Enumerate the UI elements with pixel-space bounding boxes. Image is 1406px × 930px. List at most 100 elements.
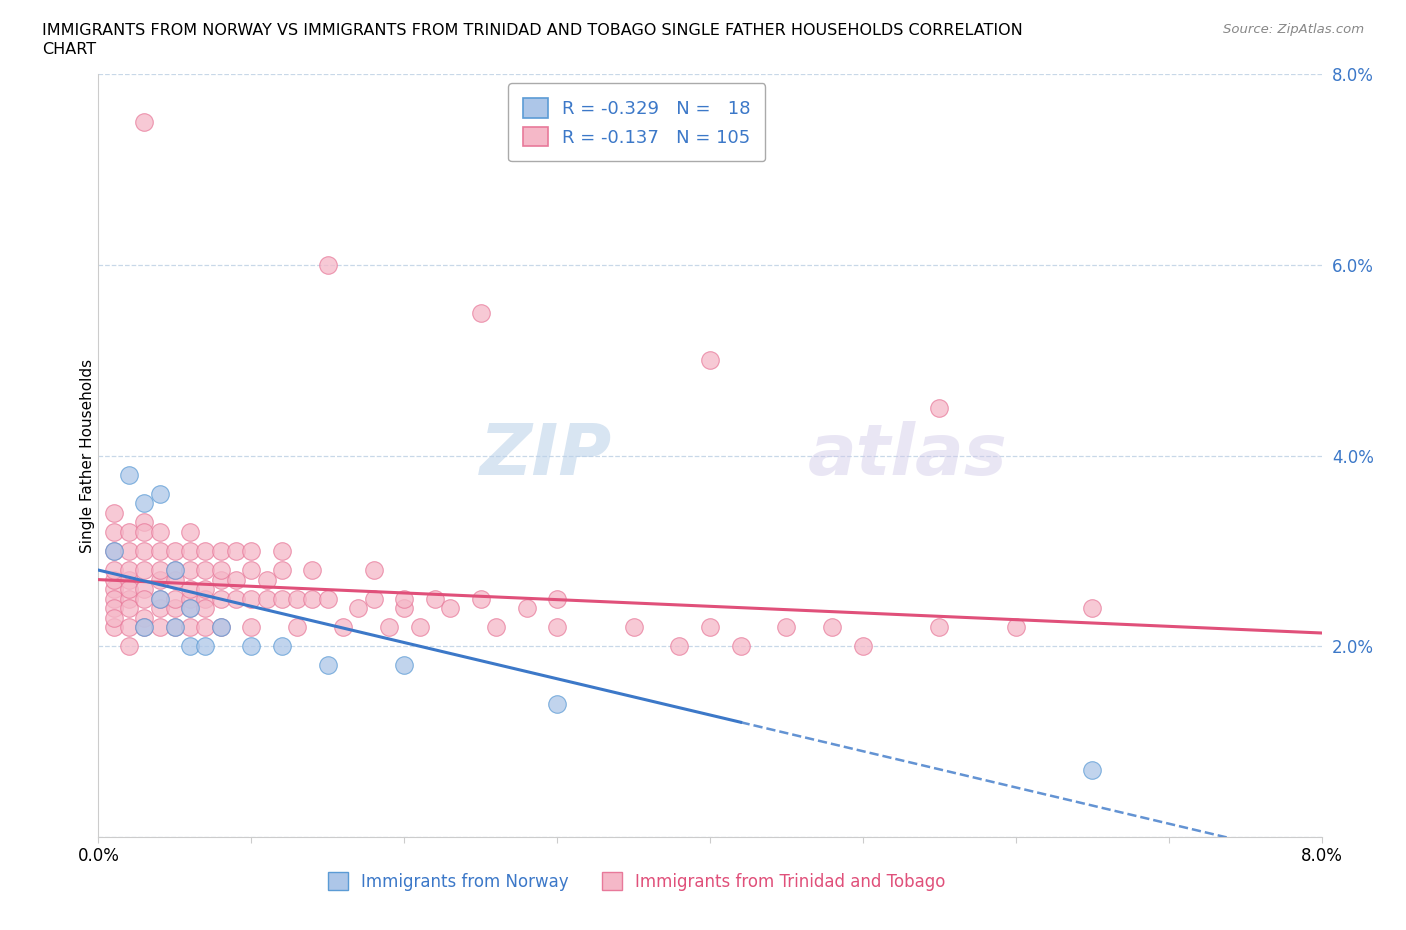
Point [408, 620, 430, 635]
Point [209, 620, 232, 635]
Point [118, 544, 141, 559]
Point [163, 563, 186, 578]
Y-axis label: Single Father Households: Single Father Households [80, 359, 94, 552]
Point [316, 658, 339, 673]
Point [149, 591, 172, 606]
Point [301, 563, 323, 578]
Point [546, 591, 568, 606]
Point [546, 620, 568, 635]
Point [270, 591, 294, 606]
Point [134, 591, 156, 606]
Point [392, 658, 416, 673]
Point [118, 572, 141, 587]
Point [209, 620, 232, 635]
Point [118, 468, 141, 483]
Point [225, 572, 247, 587]
Text: IMMIGRANTS FROM NORWAY VS IMMIGRANTS FROM TRINIDAD AND TOBAGO SINGLE FATHER HOUS: IMMIGRANTS FROM NORWAY VS IMMIGRANTS FRO… [42, 23, 1024, 38]
Point [225, 591, 247, 606]
Point [439, 601, 461, 616]
Point [163, 591, 186, 606]
Point [194, 582, 217, 597]
Point [775, 620, 797, 635]
Point [194, 544, 217, 559]
Point [194, 601, 217, 616]
Point [163, 544, 186, 559]
Point [103, 582, 125, 597]
Point [240, 620, 263, 635]
Point [103, 563, 125, 578]
Point [363, 591, 385, 606]
Point [209, 572, 232, 587]
Point [103, 544, 125, 559]
Point [194, 591, 217, 606]
Point [134, 515, 156, 530]
Point [149, 572, 172, 587]
Point [103, 620, 125, 635]
Point [134, 620, 156, 635]
Point [485, 620, 508, 635]
Legend: Immigrants from Norway, Immigrants from Trinidad and Tobago: Immigrants from Norway, Immigrants from … [321, 866, 952, 897]
Point [179, 525, 201, 539]
Point [285, 591, 308, 606]
Point [209, 563, 232, 578]
Point [103, 544, 125, 559]
Text: atlas: atlas [808, 421, 1008, 490]
Point [270, 563, 294, 578]
Point [149, 620, 172, 635]
Point [852, 639, 875, 654]
Point [118, 525, 141, 539]
Point [103, 610, 125, 625]
Point [179, 601, 201, 616]
Point [134, 496, 156, 511]
Point [149, 601, 172, 616]
Text: Source: ZipAtlas.com: Source: ZipAtlas.com [1223, 23, 1364, 36]
Point [332, 620, 354, 635]
Point [347, 601, 370, 616]
Point [928, 401, 950, 416]
Point [209, 591, 232, 606]
Point [103, 572, 125, 587]
Point [149, 525, 172, 539]
Point [163, 601, 186, 616]
Text: ZIP: ZIP [479, 421, 612, 490]
Point [179, 563, 201, 578]
Point [118, 591, 141, 606]
Point [256, 591, 278, 606]
Point [301, 591, 323, 606]
Point [285, 620, 308, 635]
Point [256, 572, 278, 587]
Point [179, 639, 201, 654]
Point [270, 639, 294, 654]
Point [316, 258, 339, 272]
Point [363, 563, 385, 578]
Point [209, 544, 232, 559]
Point [928, 620, 950, 635]
Point [470, 591, 492, 606]
Point [392, 601, 416, 616]
Point [821, 620, 844, 635]
Point [516, 601, 538, 616]
Point [1081, 601, 1104, 616]
Point [546, 696, 568, 711]
Point [194, 639, 217, 654]
Point [1004, 620, 1026, 635]
Point [1081, 763, 1104, 777]
Point [179, 582, 201, 597]
Point [240, 544, 263, 559]
Point [423, 591, 446, 606]
Point [103, 525, 125, 539]
Point [240, 563, 263, 578]
Point [103, 601, 125, 616]
Point [134, 114, 156, 129]
Point [134, 563, 156, 578]
Point [240, 591, 263, 606]
Point [134, 582, 156, 597]
Point [134, 544, 156, 559]
Point [134, 610, 156, 625]
Text: CHART: CHART [42, 42, 96, 57]
Point [179, 620, 201, 635]
Point [623, 620, 645, 635]
Point [149, 591, 172, 606]
Point [668, 639, 690, 654]
Point [316, 591, 339, 606]
